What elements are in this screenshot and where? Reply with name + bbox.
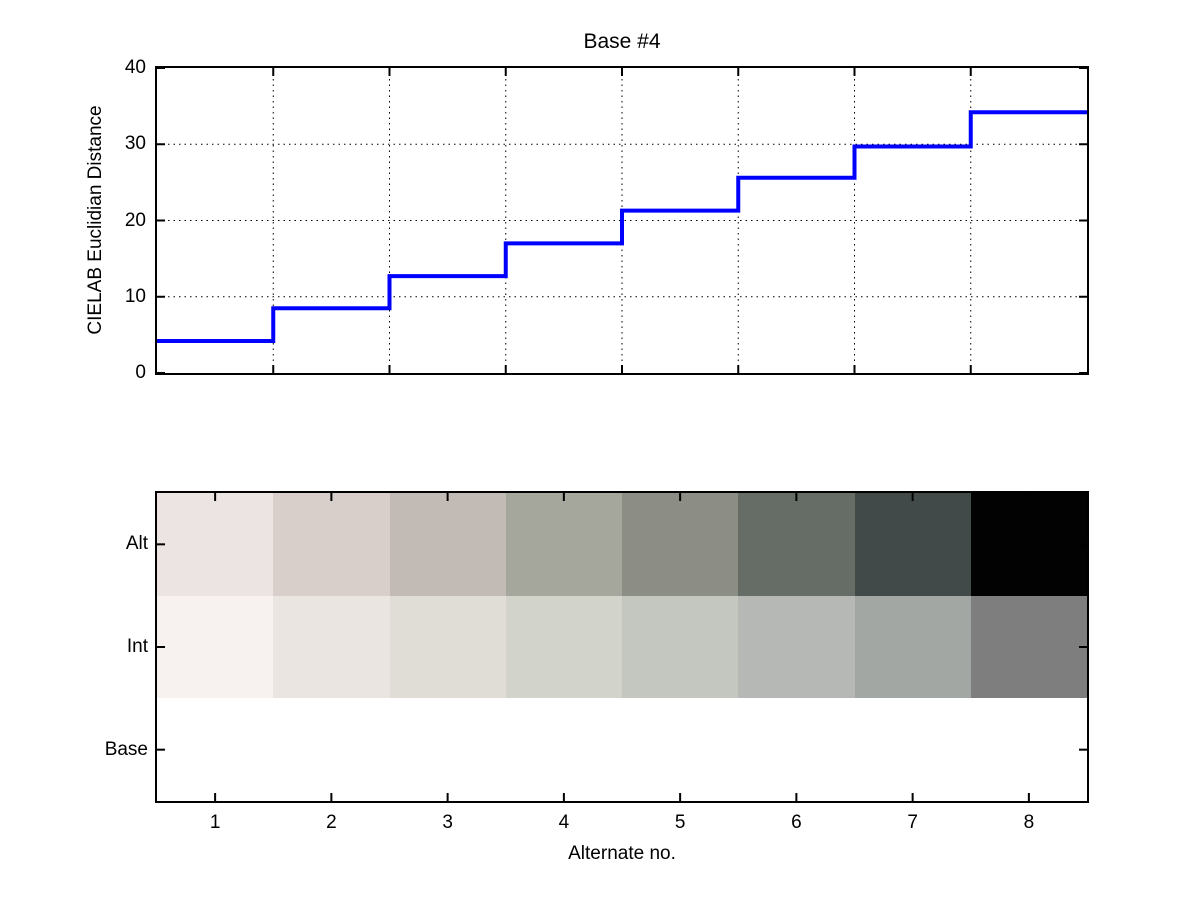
matrix-cell <box>505 595 622 699</box>
matrix-cell <box>273 698 390 802</box>
matrix-cell <box>157 698 274 802</box>
matrix-row-int <box>157 595 1087 699</box>
matrix-cell <box>273 493 390 596</box>
matrix-cell <box>970 595 1087 699</box>
x-tick-label: 6 <box>791 812 802 833</box>
matrix-row-alt <box>157 493 1087 596</box>
y-tick-label: 10 <box>124 285 146 307</box>
x-tick-label: 2 <box>326 812 337 833</box>
y-tick-label: 20 <box>124 209 146 231</box>
matrix-cell <box>505 698 622 802</box>
matrix-cell <box>622 698 739 802</box>
x-tick-label: 8 <box>1023 812 1035 833</box>
matrix-cell <box>738 493 855 596</box>
stairs-plot-canvas <box>157 68 1087 373</box>
matrix-cell <box>157 493 274 596</box>
y-tick-label: 40 <box>124 57 146 78</box>
x-tick-label: 1 <box>209 812 221 833</box>
x-tick-label: 7 <box>907 812 918 833</box>
matrix-cell <box>854 595 971 699</box>
matrix-cell <box>622 595 739 699</box>
matrix-cell <box>157 595 274 699</box>
y-tick-label: 0 <box>135 362 146 383</box>
matrix-cell <box>970 698 1087 802</box>
x-tick-label: 4 <box>558 812 570 833</box>
x-tick-label: 5 <box>674 812 686 833</box>
matrix-cell <box>389 595 506 699</box>
matrix-cell <box>389 698 506 802</box>
color-matrix-rows <box>157 493 1087 802</box>
x-tick-label: 3 <box>442 812 453 833</box>
row-label: Alt <box>125 533 148 555</box>
matrix-row-base <box>157 698 1087 802</box>
matrix-cell <box>738 698 855 802</box>
stairs-data-line <box>157 110 1087 343</box>
y-tick-label: 30 <box>124 133 146 155</box>
row-label: Int <box>126 636 148 657</box>
matrix-cell <box>273 595 390 699</box>
matrix-cell <box>854 493 971 596</box>
chart-title: Base #4 <box>583 30 661 53</box>
row-label: Base <box>104 738 148 760</box>
matrix-cell <box>970 493 1087 596</box>
color-matrix-ticks-canvas <box>157 493 1087 801</box>
matrix-cell <box>854 698 971 802</box>
x-axis-label: Alternate no. <box>568 843 676 864</box>
matrix-cell <box>389 493 506 596</box>
matrix-cell <box>622 493 739 596</box>
matrix-cell <box>738 595 855 699</box>
matrix-cell <box>505 493 622 596</box>
color-matrix-plot-area <box>155 491 1089 803</box>
stairs-plot-area <box>155 66 1089 375</box>
